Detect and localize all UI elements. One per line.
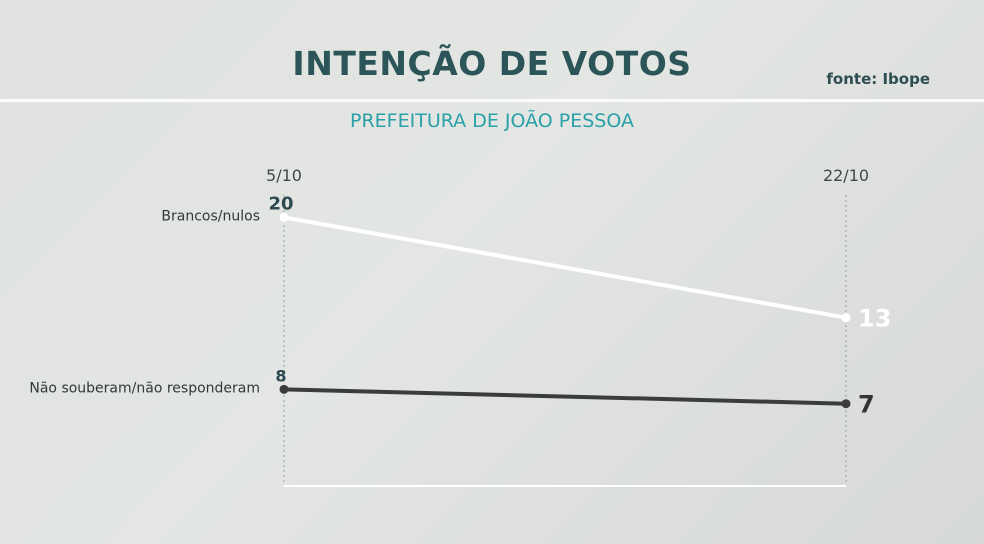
data-label-start: 20 xyxy=(268,193,293,214)
chart-subtitle: PREFEITURA DE JOÃO PESSOA xyxy=(350,110,634,132)
data-label-end: 13 xyxy=(858,305,891,333)
header-divider xyxy=(0,99,984,102)
series-name-label: Brancos/nulos xyxy=(161,208,260,224)
x-tick-label: 5/10 xyxy=(266,166,302,185)
data-label-end: 7 xyxy=(858,391,875,419)
data-label-start: 8 xyxy=(275,366,286,385)
x-tick-label: 22/10 xyxy=(823,166,869,185)
source-label: fonte: Ibope xyxy=(826,70,930,88)
data-point xyxy=(841,313,851,323)
data-point xyxy=(279,212,289,222)
chart-title: INTENÇÃO DE VOTOS xyxy=(292,44,692,83)
series-line xyxy=(282,215,848,320)
data-point xyxy=(279,384,289,394)
series-name-label: Não souberam/não responderam xyxy=(29,380,260,396)
data-point xyxy=(841,399,851,409)
series-line xyxy=(282,387,848,406)
